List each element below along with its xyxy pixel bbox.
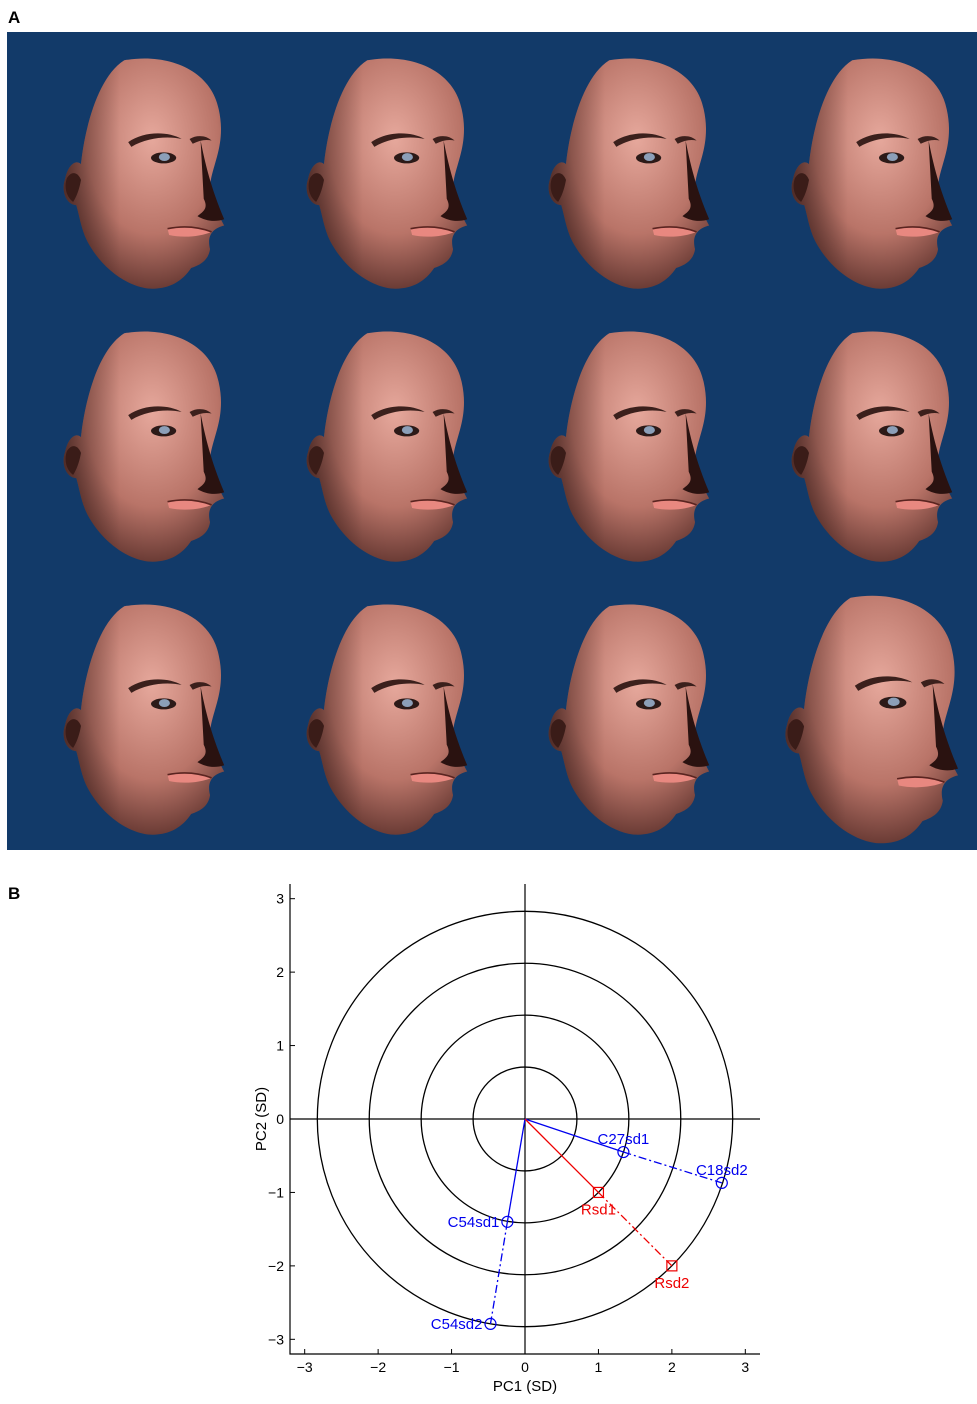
point-rsd2-label: Rsd2 — [654, 1275, 689, 1292]
face-render-1 — [63, 58, 225, 290]
data-points — [484, 1145, 728, 1330]
face-render-8 — [791, 331, 952, 562]
axis-frame — [289, 884, 760, 1355]
panel-b-label: B — [8, 884, 21, 903]
face-render-12 — [785, 595, 959, 843]
point-labels: C27sd1 C18sd2 C54sd1 C54sd2 Rsd1 Rsd2 — [431, 1131, 748, 1333]
x-axis-label: PC1 (SD) — [493, 1378, 557, 1395]
point-rsd1 — [592, 1186, 605, 1199]
face-render-7 — [548, 331, 710, 562]
face-render-6 — [306, 331, 467, 562]
y-tick-label: 0 — [276, 1111, 284, 1127]
data-line-4 — [489, 1221, 509, 1324]
x-tick-label: 1 — [595, 1359, 603, 1375]
face-render-11 — [548, 604, 710, 835]
y-tick-label: −3 — [268, 1331, 284, 1347]
x-tick-label: −2 — [370, 1359, 386, 1375]
point-c54sd2 — [484, 1317, 497, 1330]
x-tick-label: 0 — [521, 1359, 529, 1375]
y-tick-label: 2 — [276, 964, 284, 980]
face-grid — [7, 32, 977, 850]
data-line-2 — [623, 1151, 723, 1184]
face-render-2 — [306, 58, 467, 290]
y-axis-label: PC2 (SD) — [253, 1087, 270, 1151]
x-tick-label: 3 — [741, 1359, 749, 1375]
face-render-10 — [306, 604, 467, 835]
point-rsd1-label: Rsd1 — [581, 1201, 616, 1218]
x-tick-label: −1 — [444, 1359, 460, 1375]
face-render-3 — [548, 58, 710, 290]
face-render-4 — [791, 58, 952, 290]
point-c27sd1-label: C27sd1 — [598, 1131, 650, 1148]
point-c54sd1-label: C54sd1 — [448, 1214, 500, 1231]
data-line-3 — [506, 1118, 526, 1222]
x-tick-label: −3 — [297, 1359, 313, 1375]
y-tick-label: −1 — [268, 1184, 284, 1200]
data-line-5 — [524, 1118, 599, 1193]
point-c18sd2 — [715, 1176, 728, 1189]
x-tick-label: 2 — [668, 1359, 676, 1375]
y-tick-label: 3 — [276, 891, 284, 907]
point-c27sd1 — [617, 1145, 630, 1159]
point-c54sd2-label: C54sd2 — [431, 1316, 483, 1333]
y-tick-label: −2 — [268, 1258, 284, 1274]
y-tick-label: 1 — [276, 1038, 284, 1054]
face-render-9 — [63, 604, 225, 835]
point-c18sd2-label: C18sd2 — [696, 1162, 748, 1179]
plot-axes: −3 −2 −1 0 1 2 3 −3 −2 −1 0 1 2 3 — [268, 884, 760, 1375]
point-rsd2 — [666, 1260, 678, 1272]
data-lines — [489, 1118, 723, 1324]
data-line-6 — [597, 1191, 673, 1267]
point-c54sd1 — [501, 1215, 514, 1228]
panel-a-label: A — [8, 8, 21, 27]
data-line-1 — [524, 1118, 624, 1153]
face-render-5 — [63, 331, 225, 562]
